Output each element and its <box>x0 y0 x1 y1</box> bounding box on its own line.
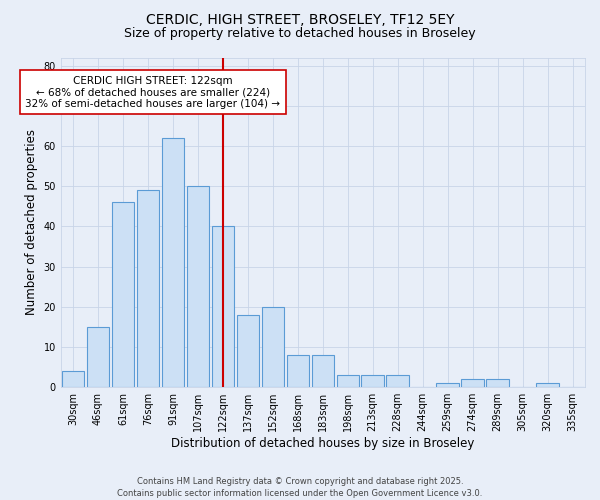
Text: CERDIC HIGH STREET: 122sqm
← 68% of detached houses are smaller (224)
32% of sem: CERDIC HIGH STREET: 122sqm ← 68% of deta… <box>25 76 280 109</box>
Bar <box>337 375 359 387</box>
Bar <box>287 355 309 387</box>
Bar <box>262 307 284 387</box>
Bar <box>386 375 409 387</box>
Bar <box>62 371 84 387</box>
Bar <box>187 186 209 387</box>
Bar <box>536 383 559 387</box>
X-axis label: Distribution of detached houses by size in Broseley: Distribution of detached houses by size … <box>171 437 475 450</box>
Bar <box>487 379 509 387</box>
Bar <box>461 379 484 387</box>
Text: CERDIC, HIGH STREET, BROSELEY, TF12 5EY: CERDIC, HIGH STREET, BROSELEY, TF12 5EY <box>146 12 454 26</box>
Bar <box>137 190 159 387</box>
Text: Size of property relative to detached houses in Broseley: Size of property relative to detached ho… <box>124 28 476 40</box>
Bar <box>236 315 259 387</box>
Bar <box>311 355 334 387</box>
Text: Contains HM Land Registry data © Crown copyright and database right 2025.
Contai: Contains HM Land Registry data © Crown c… <box>118 476 482 498</box>
Y-axis label: Number of detached properties: Number of detached properties <box>25 130 38 316</box>
Bar <box>361 375 384 387</box>
Bar <box>212 226 234 387</box>
Bar <box>112 202 134 387</box>
Bar <box>436 383 459 387</box>
Bar <box>87 327 109 387</box>
Bar <box>162 138 184 387</box>
